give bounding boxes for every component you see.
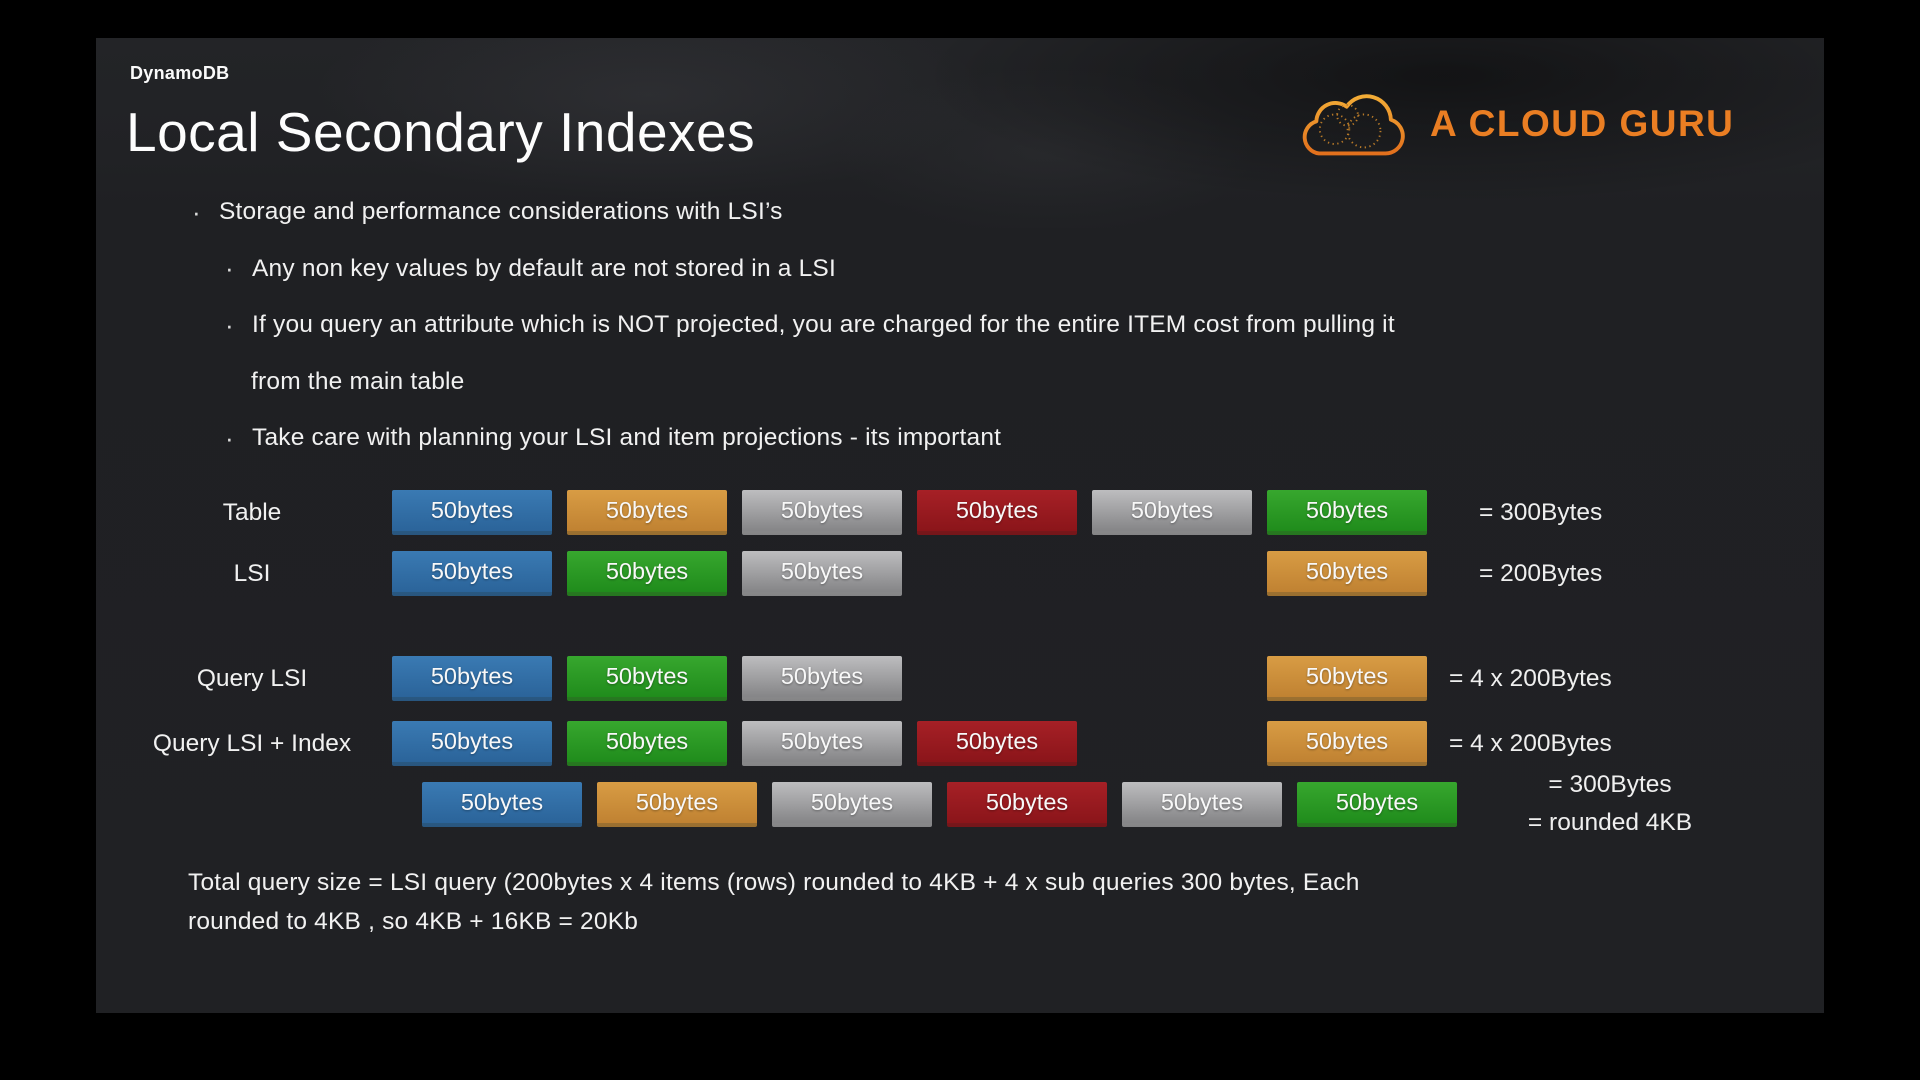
byte-box-blue: 50bytes xyxy=(422,782,582,827)
summary-line: rounded to 4KB , so 4KB + 16KB = 20Kb xyxy=(188,907,639,935)
bullet-list: · Storage and performance considerations … xyxy=(96,184,1824,467)
bullet-text: Take care with planning your LSI and ite… xyxy=(252,424,1002,452)
row-result: = 4 x 200Bytes xyxy=(1449,665,1612,692)
bullet-line: · If you query an attribute which is NOT … xyxy=(96,297,1824,354)
byte-box-green: 50bytes xyxy=(1267,490,1427,535)
byte-box-gray: 50bytes xyxy=(742,721,902,766)
diagram-row: Table 50bytes 50bytes 50bytes 50bytes 50bytes… xyxy=(96,490,1824,535)
row-result: = 300Bytes = rounded 4KB xyxy=(1505,766,1715,842)
row-result: = 300Bytes xyxy=(1479,499,1603,526)
byte-box-green: 50bytes xyxy=(1297,782,1457,827)
byte-box-green: 50bytes xyxy=(567,721,727,766)
byte-box-blue: 50bytes xyxy=(392,490,552,535)
byte-box-orange: 50bytes xyxy=(597,782,757,827)
bullet-dot-icon: · xyxy=(192,196,201,227)
row-result-line: = 300Bytes xyxy=(1548,771,1672,798)
bullet-line: from the main table xyxy=(96,354,1824,411)
row-result-line: = rounded 4KB xyxy=(1527,809,1693,836)
bullet-text: from the main table xyxy=(251,367,465,395)
bullet-dot-icon: · xyxy=(225,253,234,284)
byte-box-orange: 50bytes xyxy=(1267,656,1427,701)
byte-box-green: 50bytes xyxy=(567,656,727,701)
row-label: Query LSI + Index xyxy=(152,730,352,757)
byte-box-gray: 50bytes xyxy=(1092,490,1252,535)
bullet-text: Storage and performance considerations w… xyxy=(219,198,783,226)
diagram-row: LSI 50bytes 50bytes 50bytes 50bytes = 200Byte… xyxy=(96,551,1824,596)
byte-box-orange: 50bytes xyxy=(1267,721,1427,766)
diagram-row: 50bytes 50bytes 50bytes 50bytes 50bytes 50byt… xyxy=(96,771,1824,836)
logo-text: A CLOUD GURU xyxy=(1430,102,1735,144)
bullet-line: · Any non key values by default are not s… xyxy=(96,241,1824,298)
acg-logo: A CLOUD GURU xyxy=(1286,76,1806,171)
byte-box-gray: 50bytes xyxy=(772,782,932,827)
byte-box-gray: 50bytes xyxy=(1122,782,1282,827)
page-title: Local Secondary Indexes xyxy=(126,101,756,163)
row-label: Query LSI xyxy=(196,665,308,692)
byte-box-blue: 50bytes xyxy=(392,721,552,766)
diagram-row: Query LSI 50bytes 50bytes 50bytes 50bytes = 4… xyxy=(96,656,1824,701)
bullet-dot-icon: · xyxy=(225,422,234,453)
byte-box-red: 50bytes xyxy=(917,490,1077,535)
slide: DynamoDB Local Secondary Indexes A CLOUD… xyxy=(96,38,1824,1013)
bullet-text: Any non key values by default are not st… xyxy=(252,254,836,282)
byte-box-gray: 50bytes xyxy=(742,490,902,535)
byte-box-red: 50bytes xyxy=(947,782,1107,827)
diagram-row: Query LSI + Index 50bytes 50bytes 50bytes 50… xyxy=(96,721,1824,766)
byte-box-orange: 50bytes xyxy=(1267,551,1427,596)
bullet-line: · Storage and performance considerations … xyxy=(96,184,1824,241)
bullet-dot-icon: · xyxy=(225,309,234,340)
row-label: Table xyxy=(222,499,282,526)
row-result: = 4 x 200Bytes xyxy=(1449,730,1612,757)
bullet-text: If you query an attribute which is NOT p… xyxy=(252,311,1395,339)
byte-box-orange: 50bytes xyxy=(567,490,727,535)
row-result: = 200Bytes xyxy=(1479,560,1603,587)
summary-line: Total query size = LSI query (200bytes x… xyxy=(188,869,1360,896)
cloud-icon xyxy=(1302,93,1405,155)
byte-box-green: 50bytes xyxy=(567,551,727,596)
byte-box-blue: 50bytes xyxy=(392,656,552,701)
slide-kicker: DynamoDB xyxy=(130,63,230,83)
bullet-line: · Take care with planning your LSI and it… xyxy=(96,410,1824,467)
byte-box-red: 50bytes xyxy=(917,721,1077,766)
byte-box-blue: 50bytes xyxy=(392,551,552,596)
row-label: LSI xyxy=(233,560,271,587)
byte-box-gray: 50bytes xyxy=(742,656,902,701)
summary-text: Total query size = LSI query (200bytes x… xyxy=(188,864,1360,941)
byte-box-gray: 50bytes xyxy=(742,551,902,596)
